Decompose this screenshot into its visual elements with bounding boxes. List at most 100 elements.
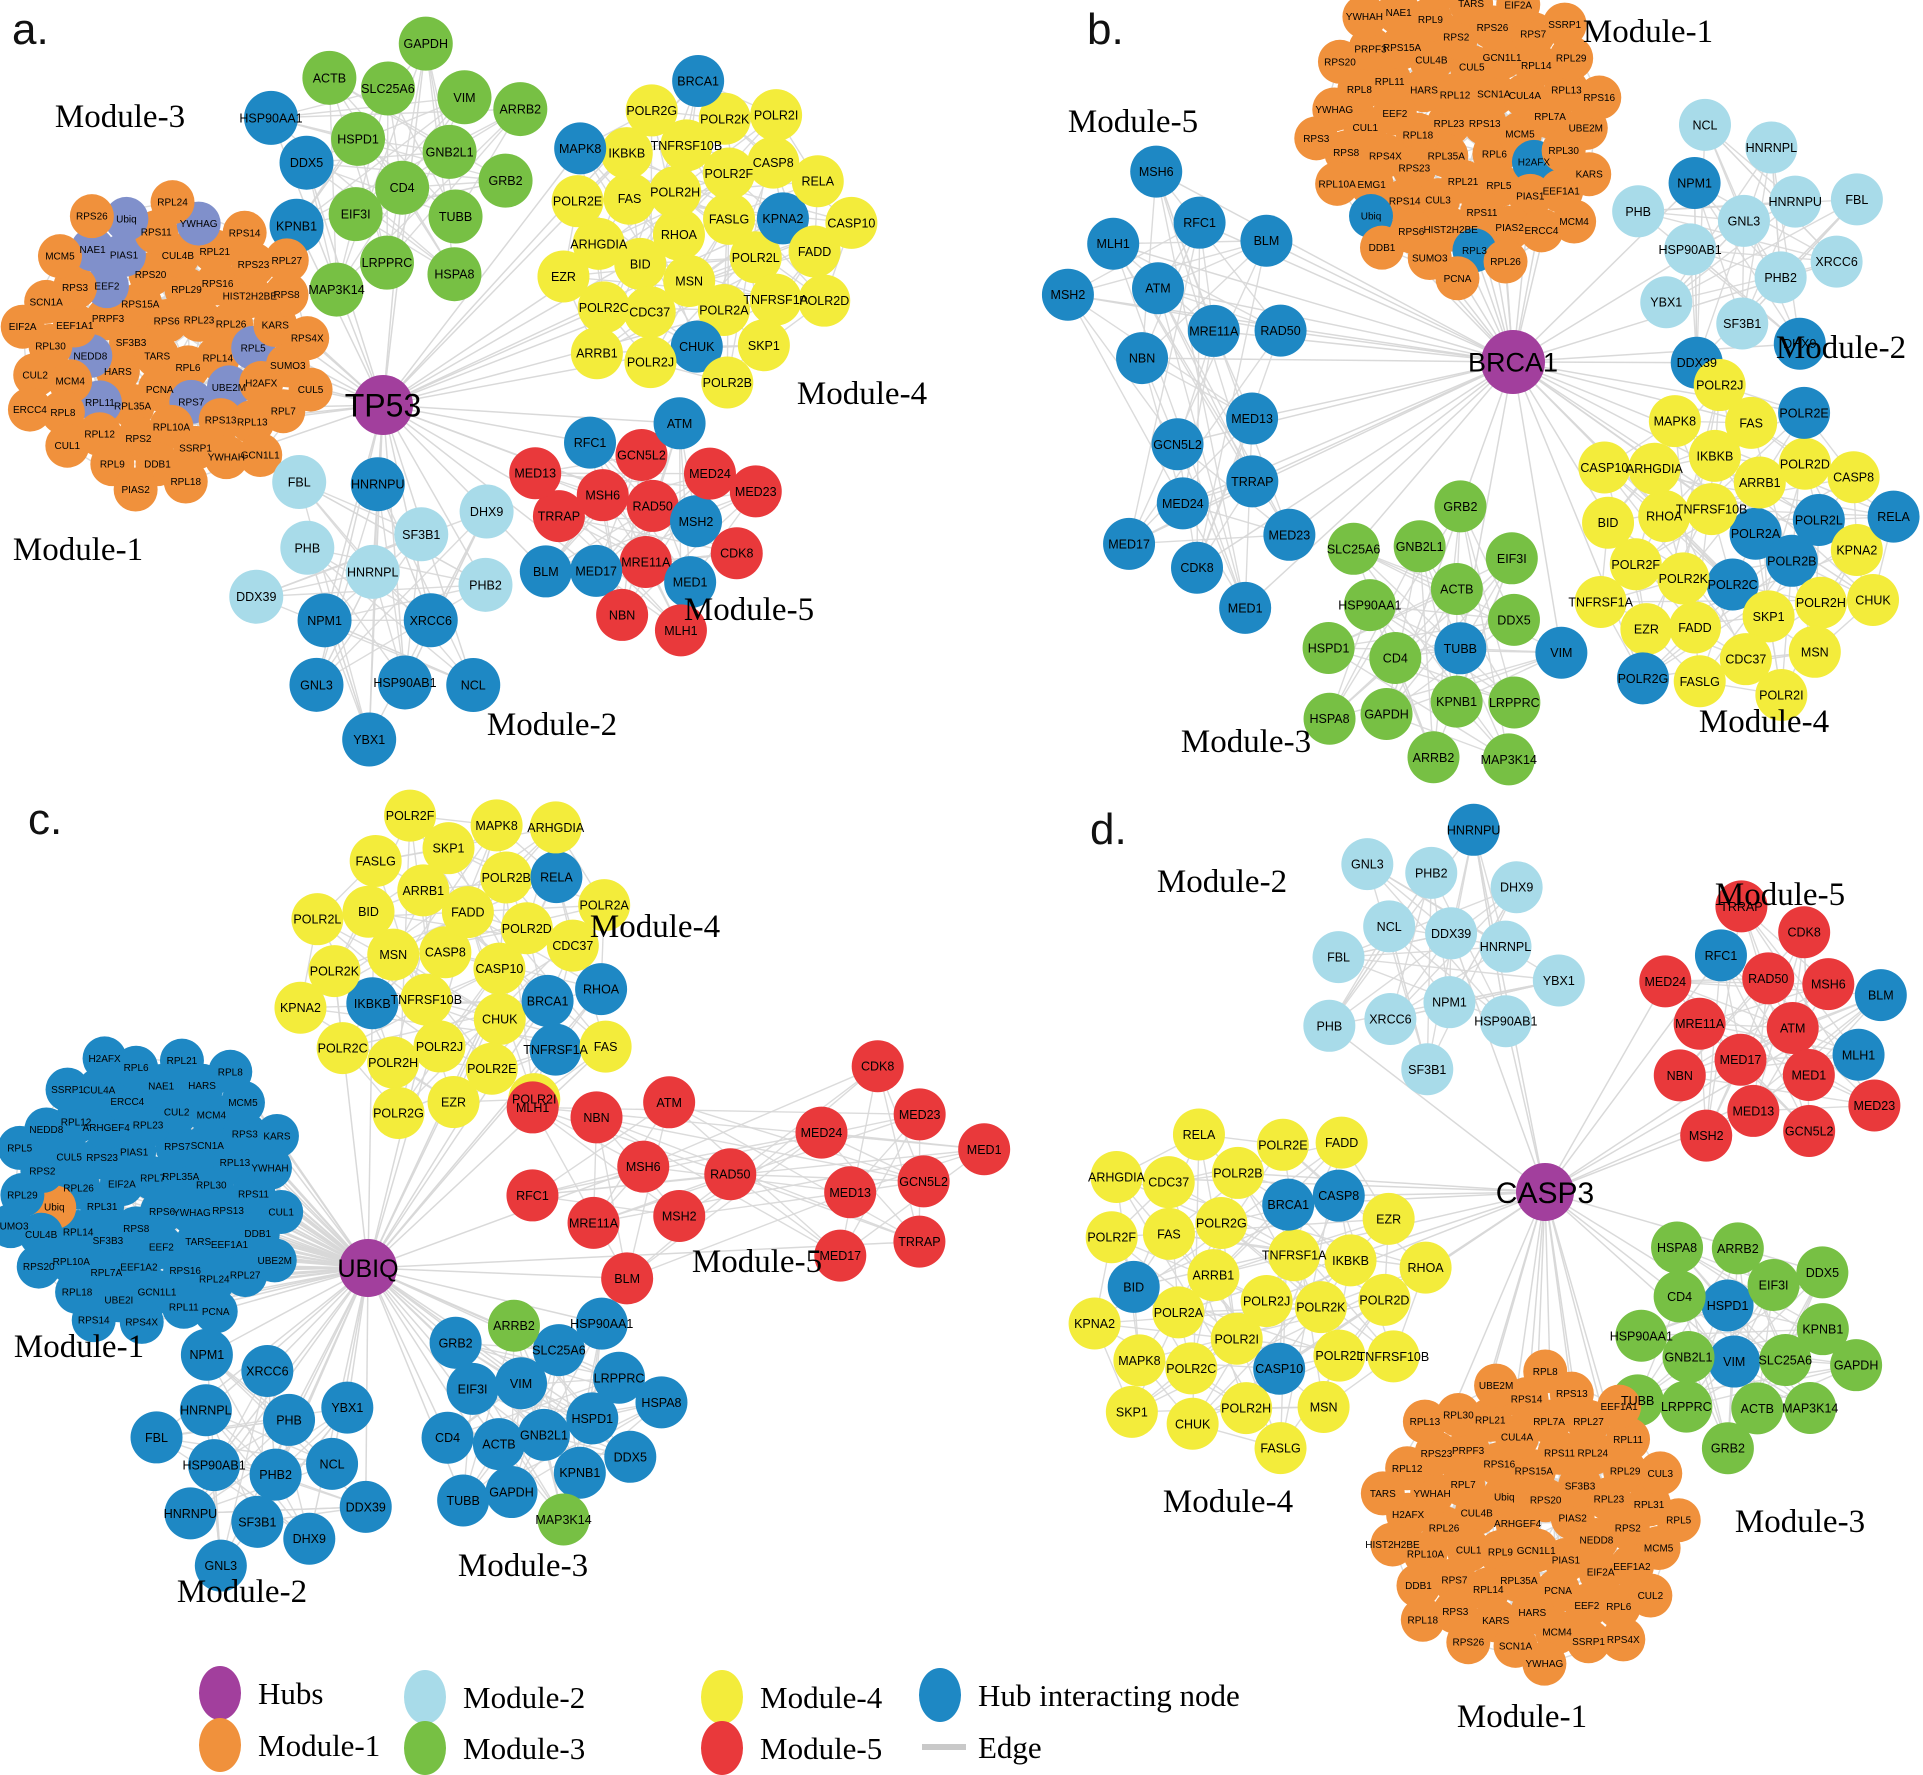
node-gapdh [398, 16, 453, 71]
node-label: EIF2A [9, 322, 37, 333]
node-blm [1240, 214, 1293, 267]
node-label: RPL14 [63, 1228, 94, 1239]
edge [1770, 147, 1801, 344]
node-label: BID [630, 257, 651, 271]
node-label: PHB [1625, 205, 1651, 219]
module-label: Module-2 [1776, 330, 1906, 366]
node-med17 [814, 1229, 867, 1282]
node-label: GCN1L1 [1517, 1546, 1556, 1557]
node-polr2a [1152, 1286, 1205, 1339]
node-label: MSN [1801, 645, 1829, 659]
node-label: RPS7 [1441, 1575, 1468, 1586]
node-label: POLR2D [799, 294, 849, 308]
node-label: BLM [533, 565, 559, 579]
node-hnrnpu [164, 1487, 217, 1540]
module-label: Module-2 [487, 707, 617, 743]
node-label: YWHAH [208, 453, 245, 464]
node-label: YWHAG [1315, 105, 1353, 116]
node-label: MCM5 [1505, 129, 1535, 140]
node-label: POLR2C [1708, 578, 1758, 592]
node-label: H2AFX [1518, 157, 1551, 168]
node-label: POLR2L [732, 251, 780, 265]
node-msh2 [1680, 1109, 1733, 1162]
module-label: Module-3 [1181, 724, 1311, 760]
node-nbn [570, 1091, 623, 1144]
edge [532, 1148, 985, 1197]
node-polr2a [697, 283, 750, 336]
edge [877, 1066, 921, 1242]
node-xrcc6 [1810, 235, 1863, 288]
node-phb [280, 520, 335, 575]
node-label: RPL7A [1534, 112, 1566, 123]
node-label: GCN5L2 [617, 448, 666, 462]
edge [1366, 863, 1506, 948]
node-polr2b [1765, 534, 1818, 587]
node-cdk8 [851, 1040, 904, 1093]
node-label: YWHAG [1526, 1659, 1564, 1670]
node-polr2j [1240, 1275, 1293, 1328]
node-rps3 [222, 1111, 267, 1156]
node-med13 [509, 447, 562, 500]
node-tnfrsf1a [1574, 575, 1627, 628]
node-label: CASP8 [1833, 471, 1874, 485]
node-label: RPS7 [1520, 30, 1547, 41]
node-label: POLR2A [1154, 1306, 1204, 1320]
node-label: MED13 [1732, 1104, 1774, 1118]
node-gnl3 [1717, 194, 1770, 247]
node-rps26 [69, 194, 114, 239]
node-label: CD4 [1383, 651, 1408, 665]
node-label: NEDD8 [1579, 1535, 1613, 1546]
node-label: HSP90AA1 [570, 1317, 633, 1331]
node-rps15a [1380, 25, 1425, 70]
node-label: MED17 [575, 564, 617, 578]
node-label: HNRNPU [164, 1507, 217, 1521]
node-rpl29 [1603, 1449, 1648, 1494]
panel-letter: d. [1090, 805, 1127, 854]
hub-edge [367, 1003, 374, 1269]
node-arrb2 [1711, 1222, 1764, 1275]
node-label: RPL6 [1606, 1602, 1631, 1613]
node-label: RPL12 [84, 430, 115, 441]
node-label: RPS2 [1443, 33, 1470, 44]
node-label: POLR2E [1258, 1138, 1307, 1152]
node-kpnb1 [1796, 1303, 1849, 1356]
node-rfc1 [1694, 929, 1747, 982]
edge [1472, 829, 1507, 1022]
node-label: POLR2A [1731, 527, 1781, 541]
node-rps4x [285, 316, 330, 361]
node-mlh1 [1087, 217, 1140, 270]
node-label: RPS8 [273, 290, 300, 301]
hub-edge [1266, 240, 1514, 363]
node-label: RHOA [1646, 510, 1683, 524]
node-label: GNL3 [204, 1559, 237, 1573]
node-label: FADD [1678, 621, 1711, 635]
node-label: FAS [618, 192, 642, 206]
node-polr2g [625, 84, 678, 137]
edge [1426, 872, 1432, 1070]
node-label: POLR2L [1795, 514, 1843, 528]
node-label: MLH1 [1842, 1048, 1875, 1062]
node-tars [1360, 1471, 1405, 1516]
node-label: POLR2B [703, 376, 752, 390]
hub-edge [382, 404, 406, 683]
node-label: MCM4 [55, 377, 85, 388]
node-label: FASLG [1260, 1442, 1300, 1456]
node-label: RPS20 [135, 270, 167, 281]
node-label: RPL8 [218, 1067, 243, 1078]
node-label: TARS [1370, 1489, 1396, 1500]
node-skp1 [1105, 1385, 1158, 1438]
node-gnb2l1 [1393, 520, 1446, 573]
node-polr2d [500, 902, 553, 955]
node-skp1 [422, 822, 475, 875]
node-label: DDX5 [290, 156, 323, 170]
node-label: POLR2I [512, 1093, 556, 1107]
node-rfc1 [506, 1169, 559, 1222]
node-npm1 [1668, 157, 1721, 210]
node-label: NCL [1377, 920, 1402, 934]
labels-layer: a.CD4HSPD1GNB2L1EIF3ISLC25A6TUBBDDX5VIML… [0, 0, 1911, 1735]
node-label: CUL5 [56, 1152, 82, 1163]
node-label: HARS [104, 367, 132, 378]
node-rps7 [1432, 1557, 1477, 1602]
node-emg1 [1349, 162, 1394, 207]
node-label: CDC37 [552, 939, 593, 953]
